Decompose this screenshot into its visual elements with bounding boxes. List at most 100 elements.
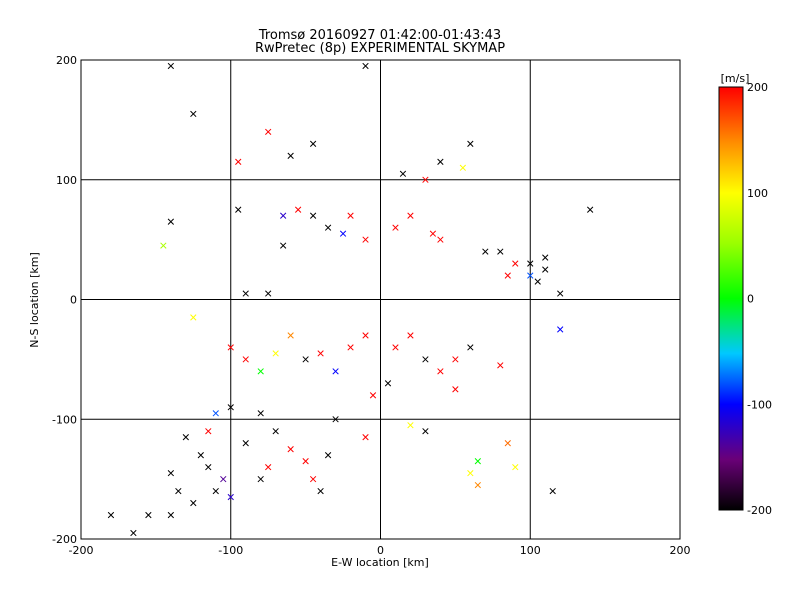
data-point <box>362 236 369 243</box>
data-point <box>212 410 219 417</box>
colorbar-tick-label: 0 <box>747 293 754 306</box>
data-point <box>437 368 444 375</box>
y-tick-label: -100 <box>52 413 77 426</box>
data-point <box>586 206 594 213</box>
data-point <box>332 368 339 375</box>
data-point <box>549 487 556 495</box>
data-point <box>557 326 564 333</box>
data-point <box>227 344 234 351</box>
data-point <box>384 380 392 387</box>
data-point <box>280 212 287 219</box>
data-point <box>257 368 264 375</box>
data-point <box>497 362 504 369</box>
plot-frame <box>80 59 681 540</box>
data-point <box>347 344 354 351</box>
data-point <box>504 272 511 279</box>
data-point <box>227 493 234 501</box>
data-point <box>467 469 474 477</box>
x-tick-label: -100 <box>218 544 243 557</box>
data-point <box>422 176 429 183</box>
plot-grid <box>81 60 680 539</box>
data-point <box>362 62 369 70</box>
data-point <box>167 218 175 225</box>
data-point <box>407 212 414 219</box>
data-point <box>557 290 564 297</box>
data-point <box>242 356 249 363</box>
chart-title: Tromsø 20160927 01:42:00-01:43:43 <box>258 28 501 43</box>
data-point <box>294 206 302 213</box>
x-tick-label: 200 <box>670 544 691 557</box>
data-point <box>227 404 234 411</box>
data-point <box>175 487 182 495</box>
colorbar-label: [m/s] <box>721 72 750 85</box>
data-point <box>212 487 219 495</box>
data-point <box>272 428 279 435</box>
data-point <box>309 212 317 219</box>
data-point <box>407 422 414 429</box>
y-axis-ticks: -200 -100 0 100 200 <box>52 54 77 546</box>
data-point <box>190 110 197 118</box>
data-point <box>467 344 474 351</box>
data-point <box>362 332 369 339</box>
data-point <box>504 440 511 447</box>
data-point <box>527 260 534 267</box>
data-point <box>332 416 339 423</box>
data-point <box>437 158 444 165</box>
colorbar-tick-label: -200 <box>747 504 772 517</box>
colorbar-ticks: 200 100 0 -100 -200 <box>747 81 772 517</box>
y-tick-label: 100 <box>56 174 77 187</box>
data-point <box>265 128 272 136</box>
data-point <box>287 332 294 339</box>
data-point <box>107 511 115 519</box>
data-point <box>265 290 272 297</box>
y-tick-label: -200 <box>52 533 77 546</box>
data-point <box>347 212 354 219</box>
data-point <box>512 260 519 267</box>
y-tick-label: 0 <box>70 294 77 307</box>
colorbar-tick-label: -100 <box>747 398 772 411</box>
data-point <box>542 266 549 273</box>
x-axis-ticks: -200 -100 0 100 200 <box>69 544 691 557</box>
colorbar-tick-label: 200 <box>747 81 768 94</box>
data-point <box>205 428 212 435</box>
data-point <box>452 356 459 363</box>
data-point <box>482 248 489 255</box>
data-point <box>317 487 324 495</box>
data-point <box>399 170 407 177</box>
x-tick-label: 0 <box>377 544 384 557</box>
data-point <box>130 529 137 537</box>
data-point <box>257 410 264 417</box>
data-point <box>167 469 175 477</box>
x-tick-label: 100 <box>520 544 541 557</box>
data-point <box>265 463 272 471</box>
x-axis-label: E-W location [km] <box>331 556 429 569</box>
data-point <box>512 463 519 471</box>
data-point <box>429 230 437 237</box>
data-point <box>197 452 204 459</box>
data-point <box>467 140 474 147</box>
data-point <box>474 458 481 465</box>
data-point <box>542 254 549 261</box>
data-point <box>235 206 242 213</box>
data-point <box>167 62 175 70</box>
data-point <box>309 475 317 483</box>
data-point <box>422 356 429 363</box>
data-point <box>287 446 294 453</box>
colorbar <box>718 86 744 511</box>
data-point <box>324 224 332 231</box>
y-axis-label: N-S location [km] <box>28 252 41 348</box>
data-point <box>534 278 541 285</box>
data-point <box>497 248 504 255</box>
data-point <box>422 428 429 435</box>
data-point <box>362 434 369 441</box>
data-point <box>369 392 377 399</box>
data-point <box>339 230 347 237</box>
data-point <box>392 224 399 231</box>
data-point <box>309 140 317 147</box>
data-point <box>452 386 459 393</box>
data-point <box>287 152 294 159</box>
data-point <box>437 236 444 243</box>
colorbar-tick-label: 100 <box>747 187 768 200</box>
data-point <box>145 511 152 519</box>
data-point <box>407 332 414 339</box>
